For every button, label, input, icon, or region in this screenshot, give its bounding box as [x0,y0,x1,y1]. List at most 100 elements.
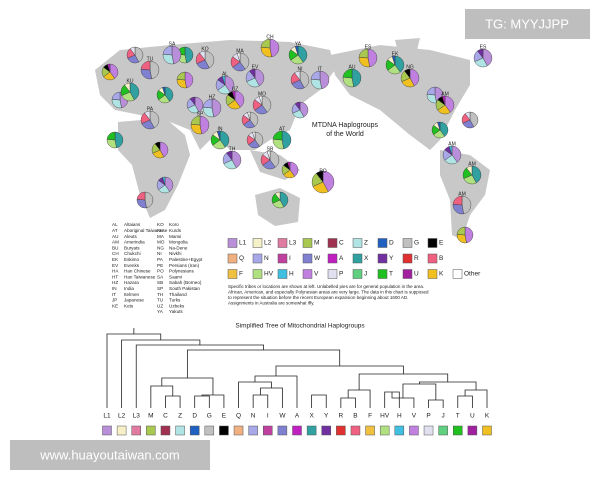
tree-branch [201,394,225,408]
legend-swatch [402,253,413,264]
abbr-name: Han Taiwanese [124,274,156,279]
abbr-name: Yakuts [169,309,183,314]
leaf-label: J [442,413,445,420]
pie-slice [456,226,466,236]
pie-slice [482,48,493,67]
leaf-swatch [102,425,112,436]
pie-label: NG [406,64,414,70]
abbr-code: IT [112,292,116,297]
note: Specific tribes or locations are shown a… [228,284,429,306]
pie-slice [136,191,146,201]
pie-slice [249,111,259,127]
abbr-name: Japanese [124,298,144,303]
pie-label: HZ [209,94,216,100]
pie-slice [477,48,484,59]
leaf-label: W [279,413,286,420]
pie-label: YA [295,41,302,47]
leaf-label: C [163,413,168,420]
map-title: MTDNA Haplogroups [312,122,379,129]
pie-slice [199,115,210,135]
tree-branch [252,394,269,408]
legend-label: Y [389,255,394,262]
pie-slice [144,191,154,209]
legend-swatch [427,253,438,264]
abbr-name: Turks [169,298,181,303]
pie-label: TU [147,56,154,62]
abbr-name: Buryats [124,245,140,250]
pie-slice [184,46,194,64]
legend-label: Q [239,255,244,262]
leaf-label: D [192,413,197,420]
pie-slice [219,130,230,148]
pie-label: EV [252,64,259,70]
leaf-swatch [160,425,171,436]
legend-swatch [227,269,238,279]
pie-slice [261,95,272,113]
pie-slice [358,48,369,59]
legend-label: Other [464,271,481,278]
note-line: Specific tribes or locations are shown a… [228,284,424,289]
tree-branch [457,395,473,408]
legend-swatch [327,269,338,279]
leaf-swatch [175,425,185,436]
pie-slice [190,115,201,126]
pie-slice [162,176,166,186]
legend-swatch [352,238,363,248]
pie-slice [249,68,256,79]
pie-label: CH [266,34,274,40]
leaf-label: L3 [133,413,141,420]
pie-slice [149,110,160,129]
legend-label: I [289,255,291,262]
pie-slice [391,55,396,66]
legend-label: P [339,271,343,278]
legend-swatch [427,269,438,279]
pie-slice [106,131,116,141]
leaf-label: A [295,413,300,420]
legend-label: E [439,240,444,247]
leaf-swatch [204,425,215,436]
abbr-code: PO [157,269,164,274]
pie-slice [260,38,271,49]
pie-label: IT [318,66,322,72]
pie-slice [451,145,462,163]
abbr-code: SP [157,286,163,291]
leaf-label: L1 [103,413,111,420]
pie-slice [176,71,186,81]
pie-slice [231,90,236,101]
pie-slice [171,45,182,65]
pie-slice [184,71,194,89]
legend-swatch [277,269,288,279]
abbr-code: KU [157,228,163,233]
pie-label: AT [279,126,285,132]
pie-slice [319,70,330,90]
abbr-code: MA [157,234,165,239]
legend-label: J [364,271,367,278]
pie-slice [299,70,310,89]
leaf-label: X [309,413,314,420]
pie-slice [164,176,174,192]
abbr-code: NG [157,245,164,250]
pie-slice [466,165,473,176]
abbr-code: BU [112,245,118,250]
pie-label: SB [267,146,274,152]
leaf-swatch [482,425,492,436]
tree-branch [428,399,444,408]
abbr-name: Itelmen [124,292,140,297]
pie-label: KU [127,78,134,84]
tree-branch [260,387,283,408]
site-box [10,440,210,470]
pie-slice [456,234,467,244]
abbr-name: Thailand [169,292,187,297]
abbr-code: KO [157,222,164,227]
pie-slice [129,46,136,56]
leaf-label: Y [324,413,329,420]
abbr-name: Kets [124,303,134,308]
legend-swatch [327,238,338,248]
leaf-swatch [423,425,434,436]
pie-slice [129,82,140,101]
watermark: TG: MYYJJPP [485,16,569,31]
leaf-swatch [263,425,273,436]
tree-branch [165,395,181,408]
leaf-swatch [394,425,405,436]
legend-label: X [364,255,369,262]
